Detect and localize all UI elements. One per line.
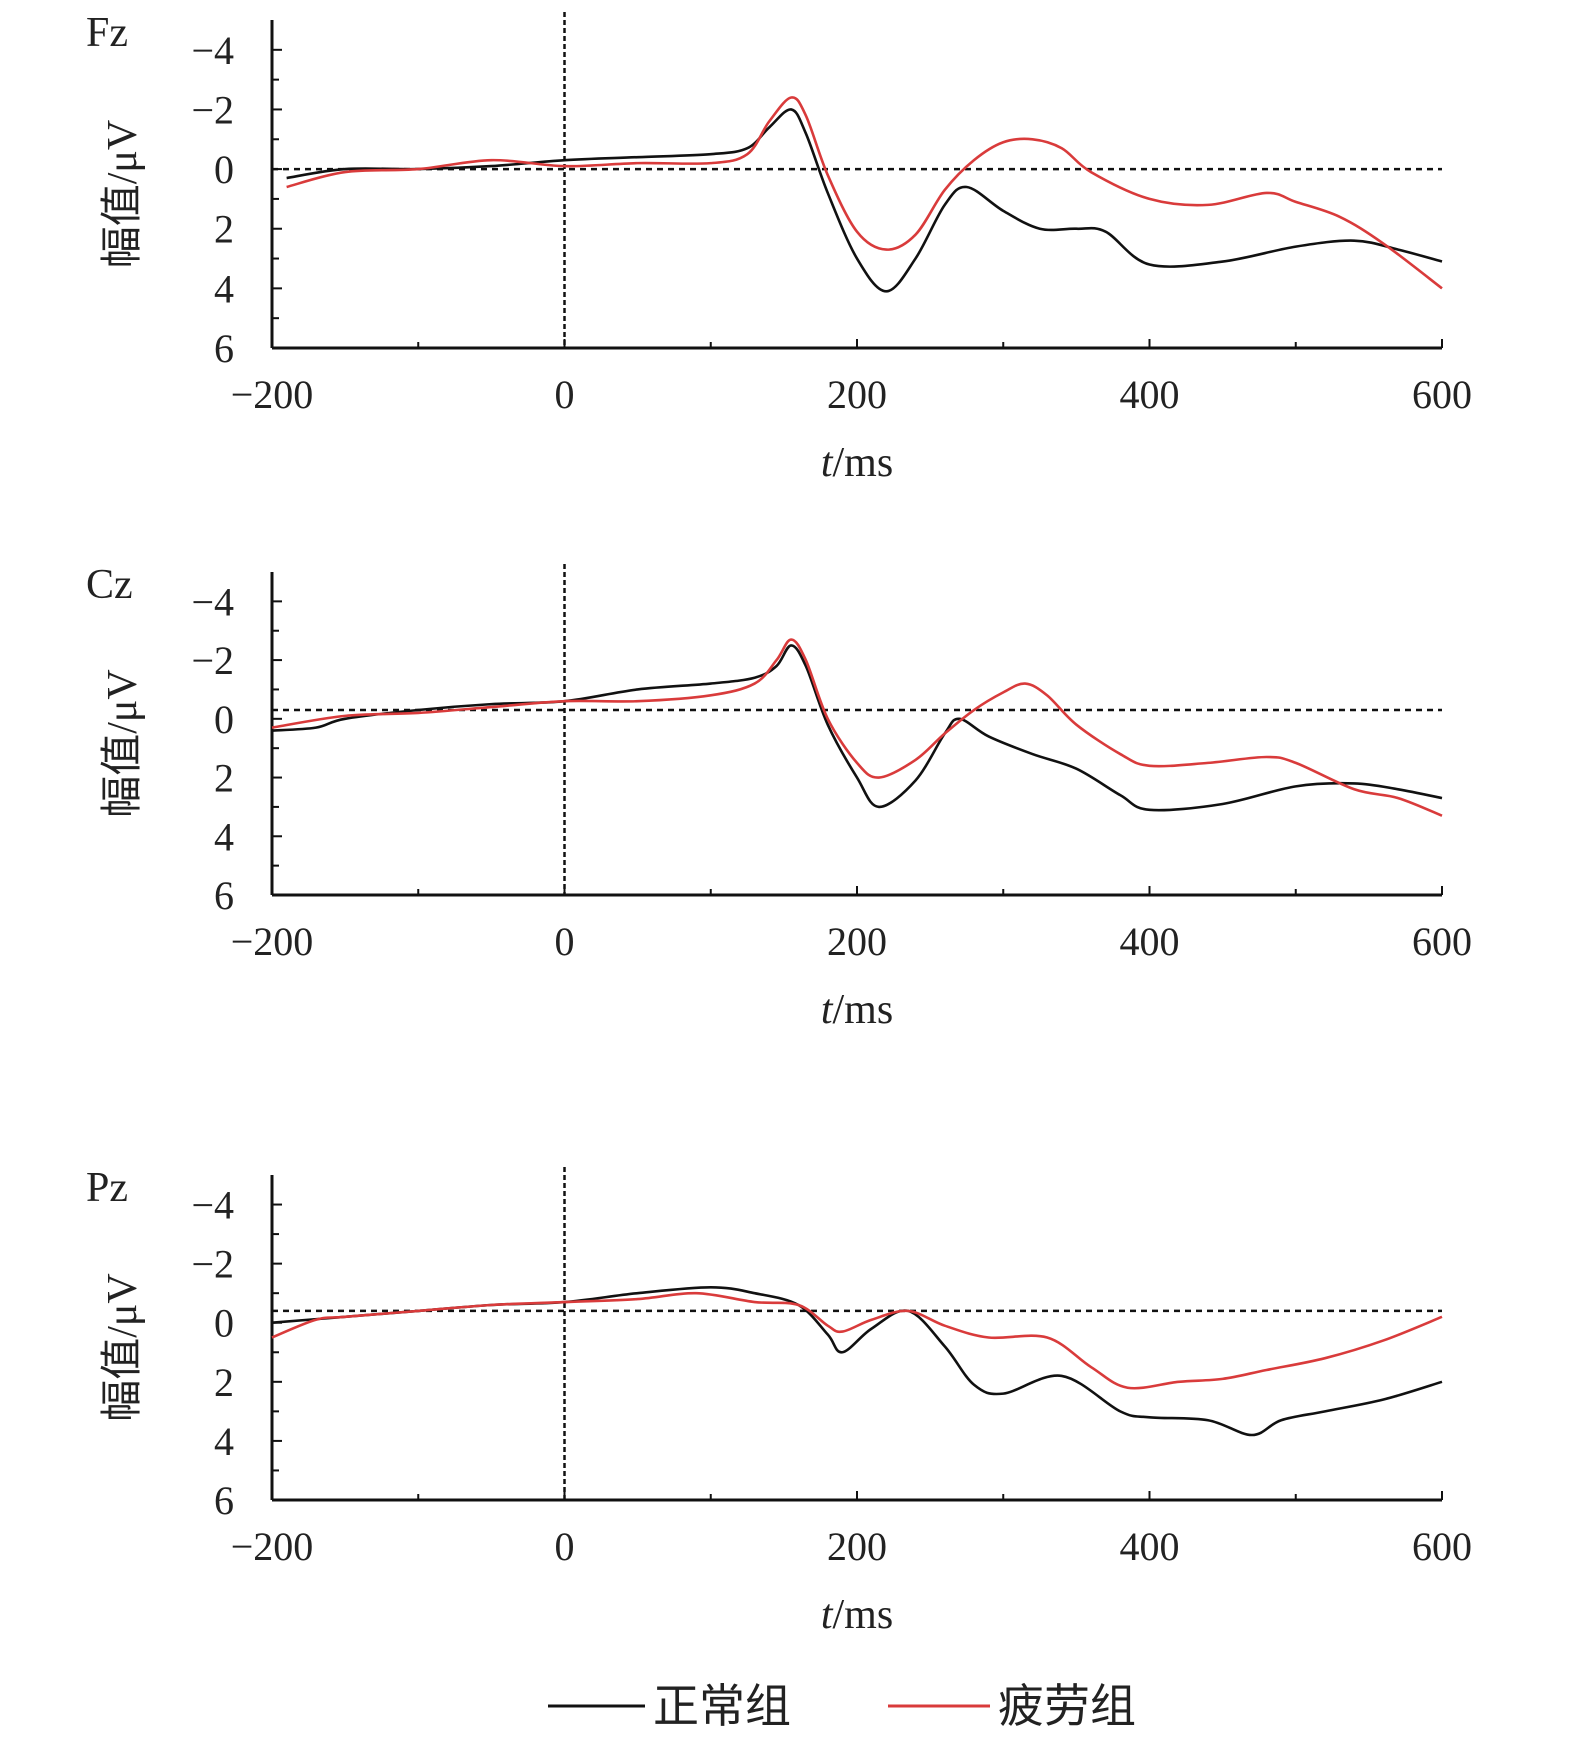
x-tick-label: 0 [555, 919, 575, 964]
x-tick-label: −200 [231, 372, 314, 417]
panel-fz: Fz −4 −2 0 2 4 6−200 0 200 400 600 t/ms 幅值/μV [86, 10, 1472, 486]
y-tick-label: 0 [214, 697, 234, 742]
x-tick-label: 200 [827, 919, 887, 964]
x-tick-label: 400 [1120, 919, 1180, 964]
series-line-fatigue [271, 638, 1443, 817]
legend-item: 正常组 [548, 1679, 791, 1733]
y-axis-label: 幅值/μV [100, 120, 146, 269]
panel-title: Fz [86, 10, 128, 56]
x-axis-label: t/ms [821, 987, 893, 1033]
y-tick-label: −4 [191, 579, 234, 624]
y-tick-label: −2 [191, 638, 234, 683]
x-axis-label: t/ms [821, 1592, 893, 1638]
panel-cz: Cz −4 −2 0 2 4 6−200 0 200 400 600 t/ms 幅值/μV [86, 562, 1472, 1033]
y-tick-label: −2 [191, 1242, 234, 1287]
legend-label: 疲劳组 [998, 1679, 1136, 1733]
x-tick-label: 0 [555, 372, 575, 417]
y-tick-label: −4 [191, 28, 234, 73]
y-axis-label: 幅值/μV [100, 1273, 146, 1422]
y-tick-label: −2 [191, 87, 234, 132]
series-line-fatigue [286, 96, 1443, 290]
x-tick-label: 200 [827, 1524, 887, 1569]
x-tick-label: 200 [827, 372, 887, 417]
y-tick-label: 2 [214, 207, 234, 252]
x-tick-label: 600 [1412, 1524, 1472, 1569]
y-tick-label: 2 [214, 756, 234, 801]
series-line-normal [271, 644, 1443, 812]
y-tick-label: 4 [214, 814, 234, 859]
y-tick-label: 0 [214, 147, 234, 192]
x-tick-label: 400 [1120, 372, 1180, 417]
legend-label: 正常组 [653, 1679, 791, 1733]
x-tick-label: 0 [555, 1524, 575, 1569]
panel-title: Cz [86, 562, 133, 608]
legend-item: 疲劳组 [888, 1679, 1136, 1733]
panel-title: Pz [86, 1165, 128, 1211]
x-axis-label: t/ms [821, 440, 893, 486]
legend: 正常组 疲劳组 [548, 1679, 1136, 1733]
y-tick-label: −4 [191, 1183, 234, 1228]
y-tick-label: 2 [214, 1360, 234, 1405]
x-tick-label: −200 [231, 919, 314, 964]
series-line-fatigue [271, 1291, 1443, 1390]
y-tick-label: 0 [214, 1301, 234, 1346]
y-tick-label: 6 [214, 873, 234, 918]
series-line-normal [286, 108, 1443, 293]
x-tick-label: 600 [1412, 919, 1472, 964]
y-axis-label: 幅值/μV [100, 669, 146, 818]
y-tick-label: 6 [214, 1478, 234, 1523]
x-tick-label: 600 [1412, 372, 1472, 417]
y-tick-label: 6 [214, 326, 234, 371]
y-tick-label: 4 [214, 266, 234, 311]
x-tick-label: 400 [1120, 1524, 1180, 1569]
panel-pz: Pz −4 −2 0 2 4 6−200 0 200 400 600 t/ms 幅值/μV [86, 1165, 1472, 1638]
x-tick-label: −200 [231, 1524, 314, 1569]
y-tick-label: 4 [214, 1419, 234, 1464]
